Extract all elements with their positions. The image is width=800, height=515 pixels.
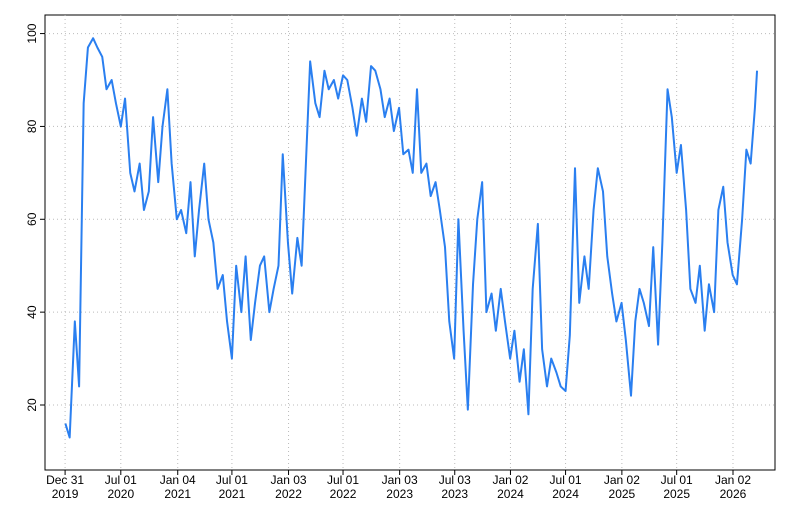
x-tick-label: Jan 04 2021 xyxy=(160,473,196,501)
y-tick-label: 60 xyxy=(25,212,39,226)
y-tick-label: 100 xyxy=(25,23,39,43)
x-tick-label: Jul 01 2025 xyxy=(661,473,693,501)
x-tick-label: Jul 01 2024 xyxy=(550,473,582,501)
x-tick-label: Jan 02 2026 xyxy=(715,473,751,501)
x-tick-label: Jan 02 2024 xyxy=(492,473,528,501)
x-tick-label: Jul 01 2021 xyxy=(216,473,248,501)
x-tick-label: Dec 31 2019 xyxy=(46,473,84,501)
y-tick-label: 40 xyxy=(25,305,39,319)
x-tick-label: Jul 01 2022 xyxy=(327,473,359,501)
x-tick-label: Jan 02 2025 xyxy=(604,473,640,501)
plot-box xyxy=(44,14,776,471)
x-tick-label: Jul 01 2020 xyxy=(105,473,137,501)
y-tick-label: 20 xyxy=(25,398,39,412)
x-tick-label: Jul 03 2023 xyxy=(439,473,471,501)
data-line xyxy=(64,37,759,439)
x-tick-label: Jan 03 2023 xyxy=(382,473,418,501)
y-tick-label: 80 xyxy=(25,119,39,133)
x-tick-label: Jan 03 2022 xyxy=(271,473,307,501)
